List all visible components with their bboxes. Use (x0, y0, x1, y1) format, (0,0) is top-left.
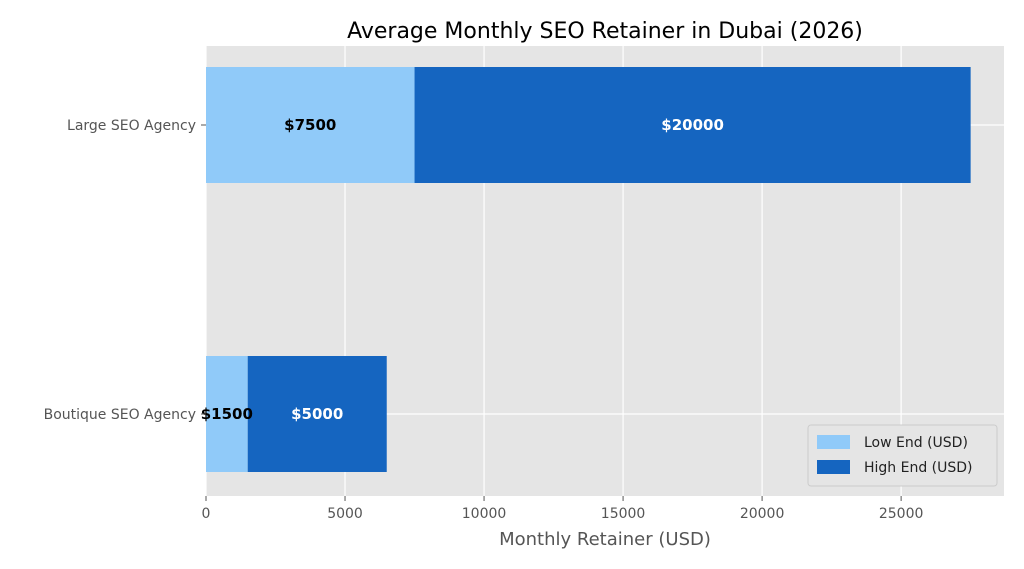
bar-value-labels: $1500 $5000 $7500 $20000 (201, 116, 724, 423)
chart-title: Average Monthly SEO Retainer in Dubai (2… (347, 19, 863, 44)
legend-swatch (817, 435, 850, 449)
legend: Low End (USD) High End (USD) (807, 424, 998, 487)
bar-high-end (414, 67, 971, 183)
y-tick-label: Large SEO Agency (67, 118, 196, 134)
y-tick-label: Boutique SEO Agency (44, 407, 196, 423)
x-tick-label: 10000 (462, 506, 507, 522)
bar-value-label: $7500 (284, 116, 336, 134)
x-tick-label: 15000 (601, 506, 646, 522)
legend-label: High End (USD) (864, 460, 973, 476)
y-axis: Boutique SEO Agency Large SEO Agency (44, 118, 206, 423)
x-axis: 0 5000 10000 15000 20000 25000 (202, 496, 924, 522)
legend-label: Low End (USD) (864, 435, 968, 451)
x-tick-label: 0 (202, 506, 211, 522)
x-tick-label: 25000 (879, 506, 924, 522)
bar-value-label: $5000 (291, 405, 343, 423)
x-tick-label: 20000 (740, 506, 785, 522)
x-tick-label: 5000 (327, 506, 363, 522)
legend-swatch (817, 460, 850, 474)
bars (206, 67, 971, 472)
bar-high-end (247, 356, 387, 472)
x-axis-label: Monthly Retainer (USD) (499, 529, 711, 550)
legend-box (807, 424, 998, 487)
bar-value-label: $1500 (201, 405, 253, 423)
bar-low-end (206, 67, 415, 183)
bar-value-label: $20000 (661, 116, 724, 134)
bar-low-end (206, 356, 248, 472)
